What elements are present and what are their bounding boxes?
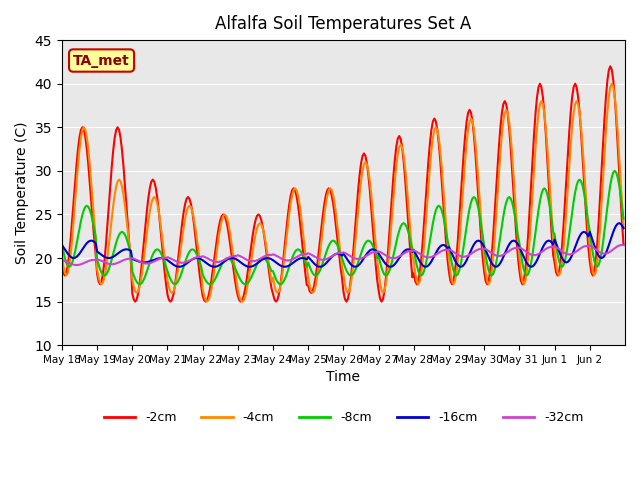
- -4cm: [543, 144, 551, 150]
- -8cm: [136, 281, 143, 287]
- -8cm: [611, 168, 619, 174]
- Line: -32cm: -32cm: [62, 245, 623, 265]
- -2cm: [77, 127, 85, 132]
- -32cm: [618, 242, 626, 248]
- Line: -4cm: -4cm: [62, 84, 623, 301]
- -4cm: [204, 299, 211, 304]
- X-axis label: Time: Time: [326, 371, 360, 384]
- -32cm: [460, 254, 468, 260]
- Line: -16cm: -16cm: [62, 223, 623, 267]
- -2cm: [620, 242, 627, 248]
- Text: TA_met: TA_met: [73, 53, 130, 68]
- -2cm: [618, 220, 626, 226]
- -8cm: [58, 241, 66, 247]
- -16cm: [348, 263, 356, 268]
- -8cm: [460, 243, 468, 249]
- -32cm: [58, 257, 66, 263]
- -16cm: [58, 242, 66, 248]
- -16cm: [460, 262, 468, 268]
- -16cm: [77, 249, 85, 254]
- -4cm: [348, 271, 356, 276]
- -4cm: [460, 177, 468, 183]
- -2cm: [348, 262, 356, 267]
- -2cm: [460, 151, 468, 156]
- -4cm: [620, 225, 627, 230]
- -32cm: [620, 242, 627, 248]
- -32cm: [348, 254, 356, 260]
- Line: -8cm: -8cm: [62, 171, 623, 284]
- -2cm: [607, 63, 614, 69]
- -32cm: [79, 261, 86, 266]
- -16cm: [620, 226, 627, 231]
- -4cm: [58, 251, 66, 257]
- -8cm: [618, 204, 626, 209]
- Title: Alfalfa Soil Temperatures Set A: Alfalfa Soil Temperatures Set A: [215, 15, 472, 33]
- Legend: -2cm, -4cm, -8cm, -16cm, -32cm: -2cm, -4cm, -8cm, -16cm, -32cm: [99, 407, 588, 430]
- -8cm: [620, 216, 627, 222]
- -16cm: [95, 250, 102, 255]
- -8cm: [543, 191, 551, 197]
- -32cm: [617, 242, 625, 248]
- Line: -2cm: -2cm: [62, 66, 623, 301]
- -16cm: [615, 220, 623, 226]
- -4cm: [95, 274, 102, 280]
- -32cm: [73, 262, 81, 268]
- Y-axis label: Soil Temperature (C): Soil Temperature (C): [15, 121, 29, 264]
- -2cm: [131, 299, 139, 304]
- -2cm: [58, 263, 66, 268]
- -4cm: [618, 202, 626, 207]
- -4cm: [608, 81, 616, 86]
- -2cm: [543, 155, 551, 161]
- -32cm: [96, 257, 104, 263]
- -2cm: [95, 279, 102, 285]
- -16cm: [618, 223, 626, 228]
- -32cm: [543, 245, 551, 251]
- -8cm: [348, 272, 356, 278]
- -16cm: [543, 238, 551, 244]
- -16cm: [175, 264, 183, 270]
- -4cm: [77, 134, 85, 140]
- -8cm: [95, 262, 102, 267]
- -8cm: [77, 218, 85, 224]
